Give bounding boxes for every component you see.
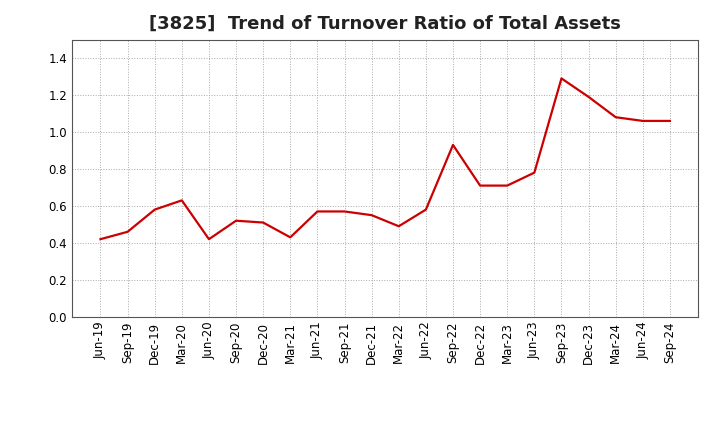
Title: [3825]  Trend of Turnover Ratio of Total Assets: [3825] Trend of Turnover Ratio of Total … [149,15,621,33]
